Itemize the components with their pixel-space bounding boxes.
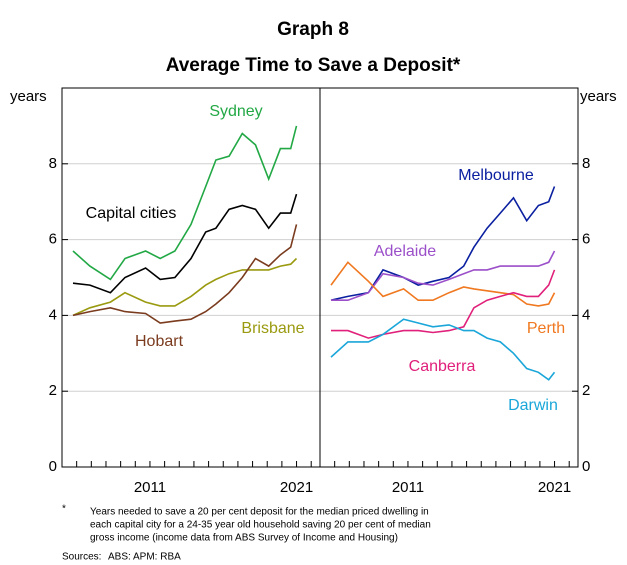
y-tick-label: 0 xyxy=(582,458,590,475)
series-line xyxy=(72,125,298,281)
series-line xyxy=(330,186,556,301)
series-label: Canberra xyxy=(409,358,476,375)
x-tick-label: 2021 xyxy=(538,479,571,496)
series-line xyxy=(330,318,556,381)
x-tick-label: 2011 xyxy=(134,479,166,496)
y-tick-label: 4 xyxy=(49,306,57,323)
x-tick-label: 2011 xyxy=(392,479,424,496)
y-tick-label: 8 xyxy=(582,155,590,172)
series-label: Melbourne xyxy=(458,167,534,184)
series-label: Adelaide xyxy=(374,243,436,260)
note-line: Years needed to save a 20 per cent depos… xyxy=(90,507,429,518)
y-tick-label: 8 xyxy=(49,155,57,172)
y-tick-label: 6 xyxy=(582,231,590,248)
y-tick-label: 2 xyxy=(582,382,590,399)
series-line xyxy=(331,250,556,301)
y-axis-label: years xyxy=(580,88,617,105)
x-tick-label: 2021 xyxy=(280,479,313,496)
series-label: Darwin xyxy=(508,397,558,414)
y-tick-label: 4 xyxy=(582,306,590,323)
y-axis-label: years xyxy=(10,88,47,105)
y-tick-label: 2 xyxy=(49,382,57,399)
y-tick-label: 6 xyxy=(49,231,57,248)
plot-frame xyxy=(61,87,321,468)
chart-subtitle: Average Time to Save a Deposit* xyxy=(166,55,461,76)
series-line xyxy=(72,257,298,317)
sources-label: Sources: xyxy=(62,552,101,563)
series-line xyxy=(331,269,556,339)
series-label: Hobart xyxy=(135,333,184,350)
note-line: gross income (income data from ABS Surve… xyxy=(90,533,398,544)
chart-title: Graph 8 xyxy=(277,19,349,40)
series-line xyxy=(330,261,556,307)
note-marker: * xyxy=(62,504,66,515)
series-label: Perth xyxy=(527,320,565,337)
series-line xyxy=(72,224,298,324)
series-label: Sydney xyxy=(209,103,262,120)
series-label: Brisbane xyxy=(241,320,304,337)
series-line xyxy=(72,193,298,294)
series-label: Capital cities xyxy=(86,205,177,222)
plot-frame xyxy=(319,87,579,468)
y-tick-label: 0 xyxy=(49,458,57,475)
sources: ABS: APM: RBA xyxy=(108,552,181,563)
note-line: each capital city for a 24-35 year old h… xyxy=(90,520,431,531)
